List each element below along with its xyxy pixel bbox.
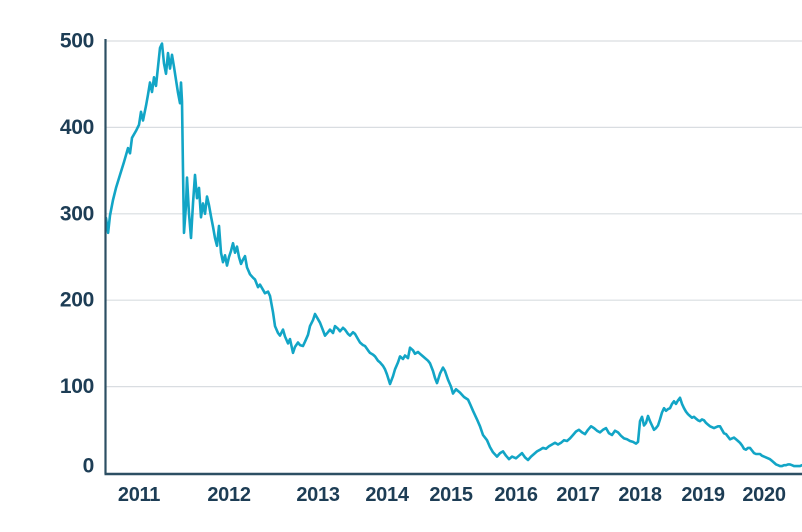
y-tick-label-300: 300 — [60, 202, 94, 225]
chart-canvas: 0 100 200 300 400 500 2011 2012 2013 2014 2015 2016… — [60, 30, 802, 506]
x-tick-label-2013: 2013 — [296, 484, 339, 506]
y-tick-label-0: 0 — [83, 455, 94, 478]
x-tick-label-2015: 2015 — [429, 484, 472, 506]
y-tick-label-200: 200 — [60, 289, 94, 312]
line-chart: 0 100 200 300 400 500 2011 2012 2013 2014 2015 2016… — [40, 16, 802, 516]
x-tick-label-2016: 2016 — [494, 484, 537, 506]
y-tick-label-400: 400 — [60, 116, 94, 139]
y-tick-label-500: 500 — [60, 30, 94, 53]
data-line-series — [104, 42, 802, 468]
x-tick-label-2011: 2011 — [118, 484, 160, 506]
x-tick-label-2012: 2012 — [207, 484, 250, 506]
y-tick-label-100: 100 — [60, 375, 94, 398]
x-tick-label-2017: 2017 — [556, 484, 599, 506]
x-tick-label-2014: 2014 — [365, 484, 409, 506]
x-tick-label-2018: 2018 — [618, 484, 661, 506]
x-tick-label-2019: 2019 — [681, 484, 724, 506]
x-tick-label-2020: 2020 — [742, 484, 785, 506]
